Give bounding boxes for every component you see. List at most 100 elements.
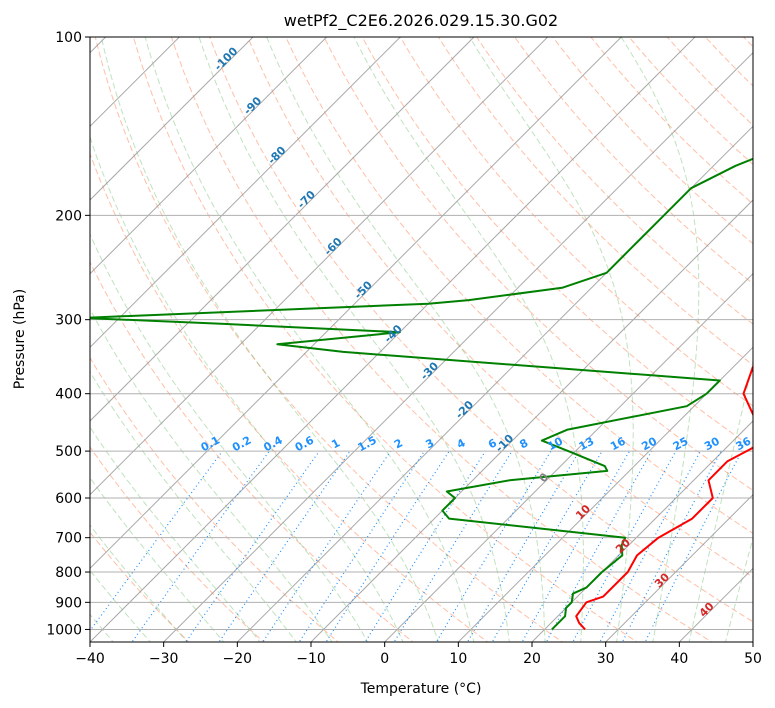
isotherm-label: -50 — [352, 278, 375, 301]
dry-adiabat-line — [247, 37, 753, 578]
chart-title: wetPf2_C2E6.2026.029.15.30.G02 — [284, 11, 558, 31]
isotherm-line — [90, 37, 181, 128]
isotherm-line — [678, 567, 753, 642]
x-tick-label: 0 — [380, 651, 389, 667]
mixing-ratio-line — [466, 450, 580, 642]
mixing-ratio-label: 13 — [577, 435, 597, 454]
x-axis-label: Temperature (°C) — [360, 681, 482, 697]
mixing-ratio-line — [298, 450, 425, 642]
moist-adiabat-line — [620, 37, 700, 642]
y-tick-label: 700 — [55, 531, 82, 547]
dry-adiabat-line — [399, 37, 753, 407]
isotherm-label: -90 — [241, 94, 264, 117]
isotherm-label: 10 — [573, 502, 593, 522]
mixing-ratio-line — [393, 450, 513, 642]
mixing-ratio-line — [599, 450, 702, 642]
dry-adiabat-line — [769, 24, 775, 645]
mixing-ratio-label: 4 — [455, 436, 468, 451]
mixing-ratio-line — [364, 450, 486, 642]
isotherm-line — [90, 37, 475, 422]
moist-adiabat-line — [90, 476, 225, 642]
isotherm-line — [90, 37, 696, 642]
isotherm-line — [604, 493, 753, 642]
mixing-ratio-label: 10 — [545, 434, 565, 453]
isotherm-label: -100 — [212, 44, 241, 73]
dry-adiabat-line — [323, 37, 753, 491]
isotherm-label: -70 — [295, 188, 318, 211]
y-tick-label: 300 — [55, 313, 82, 329]
isotherm-line — [90, 37, 623, 570]
moist-adiabat-line — [688, 358, 753, 642]
isotherm-label: -20 — [453, 398, 476, 421]
mixing-ratio-line — [185, 450, 320, 642]
isotherm-line — [90, 37, 402, 349]
dry-adiabat-line — [90, 356, 340, 642]
isotherm-label: 20 — [613, 536, 633, 556]
isotherm-label: -60 — [322, 235, 345, 258]
dry-adiabat-line — [209, 37, 753, 623]
dry-adiabat-line — [285, 37, 753, 535]
isotherm-line — [90, 37, 549, 496]
x-tick-label: 30 — [597, 651, 615, 667]
y-tick-label: 400 — [55, 387, 82, 403]
x-tick-label: −20 — [223, 651, 253, 667]
isotherm-label: -80 — [265, 144, 288, 167]
mixing-ratio-label: 36 — [734, 434, 754, 453]
moist-adiabat-line — [90, 135, 404, 642]
moist-adiabat-line — [724, 536, 753, 642]
dry-adiabat-line — [590, 37, 753, 205]
y-tick-label: 1000 — [46, 622, 82, 638]
dry-adiabat-line — [437, 37, 753, 366]
mixing-ratio-label: 3 — [423, 436, 436, 451]
mixing-ratio-label: 30 — [702, 434, 722, 453]
dewpoint-profile-line — [90, 157, 753, 631]
dry-adiabat-line — [361, 37, 753, 449]
mixing-ratio-label: 8 — [517, 436, 530, 451]
y-tick-label: 100 — [55, 30, 82, 46]
mixing-ratio-label: 1 — [329, 436, 342, 451]
dry-adiabat-line — [90, 446, 265, 642]
dry-adiabat-line — [476, 37, 753, 325]
mixing-ratio-label: 2 — [392, 436, 405, 451]
isotherm-label: 30 — [652, 570, 672, 590]
mixing-ratio-label: 20 — [639, 434, 659, 453]
y-axis-label: Pressure (hPa) — [12, 289, 28, 389]
moist-adiabat-line — [266, 37, 546, 642]
moist-adiabat-line — [90, 370, 297, 642]
mixing-ratio-label: 25 — [671, 435, 691, 454]
x-tick-label: 10 — [449, 651, 467, 667]
isotherm-line — [236, 125, 753, 642]
isotherm-line — [383, 272, 753, 642]
mixing-ratio-line — [218, 450, 351, 642]
moist-adiabat-line — [144, 37, 475, 642]
x-tick-label: 50 — [744, 651, 762, 667]
isotherm-line — [752, 641, 753, 642]
y-tick-label: 800 — [55, 565, 82, 581]
mixing-ratio-label: 16 — [608, 434, 628, 453]
mixing-ratio-line — [644, 450, 743, 642]
dry-adiabat-line — [514, 37, 753, 285]
x-tick-label: −40 — [75, 651, 105, 667]
moist-adiabat-line — [469, 37, 634, 642]
temperature-profile-line — [575, 363, 753, 631]
moist-adiabat-line — [198, 37, 510, 642]
mixing-ratio-line — [262, 450, 392, 642]
plot-frame — [89, 36, 754, 643]
x-tick-label: 20 — [523, 651, 541, 667]
dry-adiabat-line — [94, 37, 564, 642]
isotherm-line — [162, 51, 753, 642]
y-tick-label: 200 — [55, 208, 82, 224]
y-tick-label: 900 — [55, 595, 82, 611]
dry-adiabat-line — [90, 152, 489, 642]
isotherm-line — [310, 199, 753, 642]
y-tick-label: 600 — [55, 491, 82, 507]
moist-adiabat-line — [353, 37, 584, 642]
dry-adiabat-line — [170, 37, 713, 642]
dry-adiabat-line — [90, 531, 190, 642]
mixing-ratio-line — [621, 450, 722, 642]
dry-adiabat-line — [90, 260, 414, 642]
x-tick-label: 40 — [670, 651, 688, 667]
mixing-ratio-line — [131, 450, 270, 642]
dry-adiabat-line — [666, 37, 753, 126]
